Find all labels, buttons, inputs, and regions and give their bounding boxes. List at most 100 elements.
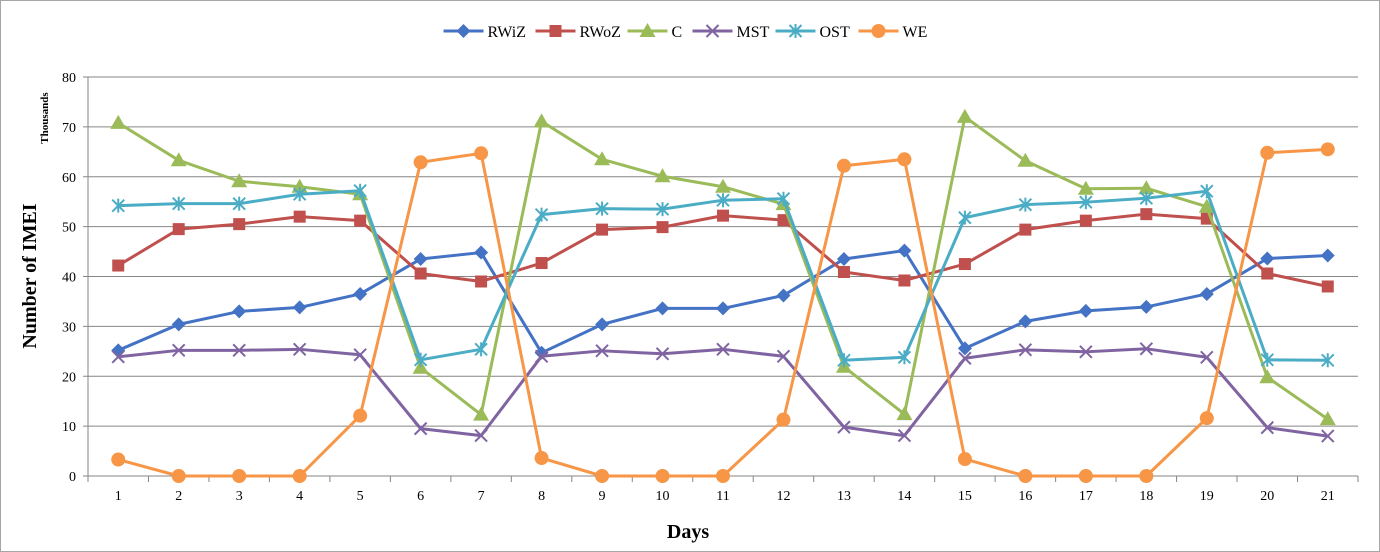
y-tick-label: 10: [62, 420, 76, 435]
data-point-rwoz: [1261, 267, 1274, 280]
x-tick-label: 4: [296, 489, 303, 504]
data-point-ost: [1018, 197, 1033, 212]
x-tick-label: 14: [897, 489, 911, 504]
data-point-rwiz: [292, 300, 307, 315]
x-tick-label: 15: [958, 489, 972, 504]
data-point-c: [654, 168, 671, 183]
data-point-mst: [172, 343, 186, 358]
data-point-ost: [897, 350, 912, 365]
data-point-mst: [595, 344, 609, 358]
x-tick-label: 2: [175, 489, 182, 504]
data-point-rwoz: [777, 214, 790, 227]
data-point-rwoz: [898, 274, 911, 287]
legend-marker-c: [639, 23, 656, 37]
x-tick-label: 18: [1139, 489, 1153, 504]
data-point-mst: [534, 349, 549, 364]
data-point-mst: [655, 347, 670, 361]
data-point-rwoz: [656, 221, 669, 234]
x-tick-label: 5: [357, 489, 364, 504]
legend-marker-mst: [705, 24, 720, 38]
y-tick-label: 20: [62, 370, 76, 385]
data-point-mst: [837, 420, 851, 434]
data-point-rwiz: [1199, 286, 1214, 301]
data-point-mst: [716, 342, 730, 357]
data-point-ost: [595, 201, 609, 216]
x-tick-label: 12: [776, 489, 790, 504]
data-point-rwoz: [293, 210, 306, 223]
data-point-we: [413, 155, 428, 170]
data-point-mst: [474, 428, 488, 443]
legend-item-we: WE: [858, 24, 928, 41]
data-point-rwoz: [233, 218, 246, 231]
x-tick-label: 8: [538, 489, 545, 504]
data-point-rwiz: [232, 304, 247, 319]
series-ost: [111, 183, 1335, 368]
data-point-c: [1077, 180, 1094, 195]
data-point-c: [715, 178, 731, 193]
legend-label-ost: OST: [820, 24, 850, 41]
y-axis-title: Number of IMEI: [19, 203, 41, 348]
y-tick-label: 70: [62, 121, 76, 136]
data-point-we: [957, 452, 972, 467]
data-point-rwiz: [595, 317, 610, 332]
data-point-we: [595, 469, 610, 483]
legend-marker-ost: [788, 24, 803, 38]
series-c: [110, 108, 1336, 426]
data-point-rwiz: [836, 252, 851, 267]
data-point-c: [956, 108, 973, 123]
legend-marker-rwiz: [456, 24, 471, 38]
data-point-c: [170, 152, 187, 167]
data-point-ost: [776, 191, 791, 206]
data-point-rwoz: [837, 266, 850, 279]
data-point-rwoz: [414, 267, 427, 280]
x-axis-title: Days: [667, 521, 709, 543]
y-tick-label: 60: [62, 171, 76, 186]
data-point-we: [776, 412, 791, 427]
x-tick-label: 17: [1079, 489, 1093, 504]
series-line-rwoz: [117, 212, 1329, 288]
data-point-mst: [958, 351, 972, 366]
data-point-mst: [1260, 420, 1274, 435]
legend-label-mst: MST: [737, 24, 770, 41]
legend-item-rwoz: RWoZ: [535, 24, 621, 41]
data-point-we: [534, 451, 549, 466]
data-point-mst: [776, 349, 791, 364]
data-point-mst: [1200, 350, 1214, 365]
data-point-mst: [1018, 343, 1033, 357]
data-point-ost: [1139, 191, 1154, 206]
data-point-c: [594, 151, 611, 166]
y-tick-label: 30: [62, 320, 76, 335]
legend-item-ost: OST: [775, 24, 850, 41]
y-tick-labels: 0 10 20 30 40 50 60 70 80: [62, 71, 76, 485]
data-point-rwoz: [112, 259, 125, 272]
data-point-ost: [837, 353, 851, 368]
data-point-rwiz: [474, 245, 489, 260]
series-lines: [110, 108, 1336, 483]
x-tick-label: 7: [478, 489, 485, 504]
data-point-rwoz: [172, 223, 185, 236]
data-point-ost: [1079, 195, 1093, 210]
data-point-ost: [655, 202, 670, 217]
data-point-rwoz: [596, 223, 609, 236]
data-point-c: [533, 113, 550, 128]
data-point-rwiz: [1260, 251, 1275, 266]
x-tick-label: 10: [656, 489, 670, 504]
series-rwoz: [112, 208, 1334, 293]
data-point-rwoz: [1079, 214, 1092, 227]
x-tick-label: 9: [599, 489, 606, 504]
data-point-ost: [1260, 352, 1274, 367]
data-point-ost: [172, 196, 186, 211]
data-point-rwoz: [1140, 208, 1153, 221]
data-point-rwiz: [655, 301, 670, 316]
legend-label-c: C: [672, 24, 683, 41]
data-point-we: [897, 152, 912, 167]
data-point-c: [1319, 411, 1336, 426]
gridlines: [83, 76, 1358, 477]
data-point-ost: [232, 196, 246, 211]
data-point-c: [1138, 180, 1155, 195]
legend-label-we: WE: [903, 24, 928, 41]
data-point-we: [655, 469, 670, 483]
data-point-rwiz: [413, 252, 428, 267]
legend-label-rwiz: RWiZ: [488, 24, 526, 41]
